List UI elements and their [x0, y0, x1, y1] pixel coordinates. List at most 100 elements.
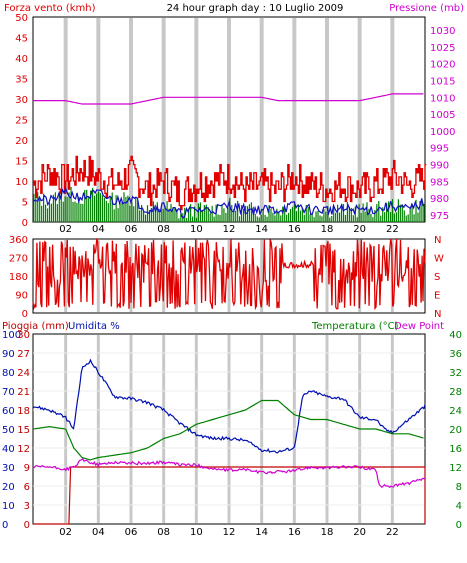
humidity-tick-label: 50	[2, 425, 15, 436]
rain-tick-label: 24	[17, 368, 30, 379]
wind-tick-label: 5	[22, 198, 28, 209]
wind-tick-label: 0	[22, 218, 28, 229]
rain-tick-label: 0	[24, 520, 30, 531]
hour-tick-label: 04	[92, 224, 105, 235]
humidity-axis-label: Umidita %	[68, 321, 120, 332]
direction-tick-label: 180	[9, 272, 28, 283]
humidity-tick-label: 70	[2, 387, 15, 398]
hour-tick-label: 10	[190, 527, 203, 538]
hour-tick-label: 18	[321, 224, 334, 235]
dew-point-line	[32, 458, 426, 489]
temperature-tick-label: 24	[449, 406, 462, 417]
wind-tick-label: 25	[15, 116, 28, 127]
hour-tick-label: 18	[321, 527, 334, 538]
pressure-tick-label: 1020	[430, 60, 455, 71]
pressure-tick-label: 1025	[430, 43, 455, 54]
humidity-tick-label: 40	[2, 444, 15, 455]
pressure-tick-label: 1005	[430, 110, 455, 121]
temperature-tick-label: 32	[449, 368, 462, 379]
hour-tick-label: 12	[223, 224, 236, 235]
pressure-tick-label: 990	[430, 161, 449, 172]
pressure-tick-label: 1015	[430, 76, 455, 87]
hour-tick-label: 22	[386, 224, 399, 235]
rain-tick-label: 18	[17, 406, 30, 417]
compass-tick-label: N	[434, 309, 441, 320]
humidity-line	[32, 358, 426, 454]
temperature-tick-label: 36	[449, 349, 462, 360]
pressure-tick-label: 995	[430, 144, 449, 155]
pressure-tick-label: 1030	[430, 26, 455, 37]
rain-tick-label: 15	[17, 425, 30, 436]
hour-tick-label: 04	[92, 527, 105, 538]
wind-tick-label: 40	[15, 54, 28, 65]
humidity-tick-label: 10	[2, 501, 15, 512]
hour-tick-label: 20	[353, 527, 366, 538]
pressure-tick-label: 980	[430, 194, 449, 205]
rain-axis-label: Pioggia (mm)	[2, 321, 69, 332]
hour-tick-label: 02	[59, 224, 72, 235]
wind-tick-label: 15	[15, 157, 28, 168]
wind-direction-line	[32, 237, 426, 311]
wind-tick-label: 20	[15, 136, 28, 147]
rain-tick-label: 27	[17, 349, 30, 360]
graph-title: 24 hour graph day : 10 Luglio 2009	[167, 3, 344, 14]
hour-tick-label: 16	[288, 527, 301, 538]
pressure-tick-label: 1010	[430, 93, 455, 104]
wind-tick-label: 30	[15, 95, 28, 106]
rain-tick-label: 3	[24, 501, 30, 512]
rain-tick-label: 30	[17, 330, 30, 341]
temperature-tick-label: 40	[449, 330, 462, 341]
humidity-tick-label: 60	[2, 406, 15, 417]
compass-tick-label: S	[434, 272, 440, 283]
humidity-tick-label: 90	[2, 349, 15, 360]
rain-tick-label: 9	[24, 463, 30, 474]
temperature-tick-label: 16	[449, 444, 462, 455]
pressure-tick-label: 1000	[430, 127, 455, 138]
hour-tick-label: 22	[386, 527, 399, 538]
temperature-line	[32, 399, 424, 461]
humidity-tick-label: 0	[2, 520, 8, 531]
compass-tick-label: W	[434, 254, 444, 265]
direction-panel-frame	[32, 238, 426, 314]
direction-tick-label: 270	[9, 254, 28, 265]
compass-tick-label: N	[434, 235, 441, 246]
dewpoint-axis-label: Dew Point	[394, 321, 444, 332]
hour-tick-label: 10	[190, 224, 203, 235]
rain-line	[33, 466, 426, 525]
temperature-axis-label: Temperatura (°C)	[311, 321, 399, 332]
humidity-tick-label: 100	[2, 330, 21, 341]
hour-tick-label: 12	[223, 527, 236, 538]
hour-tick-label: 06	[125, 527, 138, 538]
hour-tick-label: 20	[353, 224, 366, 235]
rain-tick-label: 6	[24, 482, 30, 493]
humidity-tick-label: 80	[2, 368, 15, 379]
wind-average-line	[32, 186, 424, 219]
wind-tick-label: 45	[15, 34, 28, 45]
hour-tick-label: 08	[157, 224, 170, 235]
hour-tick-label: 16	[288, 224, 301, 235]
humidity-tick-label: 20	[2, 482, 15, 493]
wind-gust-line	[33, 155, 427, 211]
temperature-tick-label: 20	[449, 425, 462, 436]
wind-tick-label: 10	[15, 177, 28, 188]
hour-tick-label: 02	[59, 527, 72, 538]
temperature-tick-label: 0	[456, 520, 462, 531]
temperature-tick-label: 8	[456, 482, 462, 493]
pressure-tick-label: 985	[430, 177, 449, 188]
pressure-axis-label: Pressione (mb)	[389, 3, 464, 14]
wind-axis-label: Forza vento (kmh)	[4, 3, 96, 14]
hour-tick-label: 08	[157, 527, 170, 538]
compass-tick-label: E	[434, 291, 440, 302]
hour-tick-label: 14	[255, 224, 268, 235]
direction-tick-label: 90	[15, 291, 28, 302]
wind-tick-label: 50	[15, 13, 28, 24]
wind-panel-frame	[32, 16, 426, 223]
hour-tick-label: 14	[255, 527, 268, 538]
pressure-line	[33, 93, 424, 105]
pressure-tick-label: 975	[430, 211, 449, 222]
rain-tick-label: 12	[17, 444, 30, 455]
temperature-tick-label: 28	[449, 387, 462, 398]
rain-tick-label: 21	[17, 387, 30, 398]
